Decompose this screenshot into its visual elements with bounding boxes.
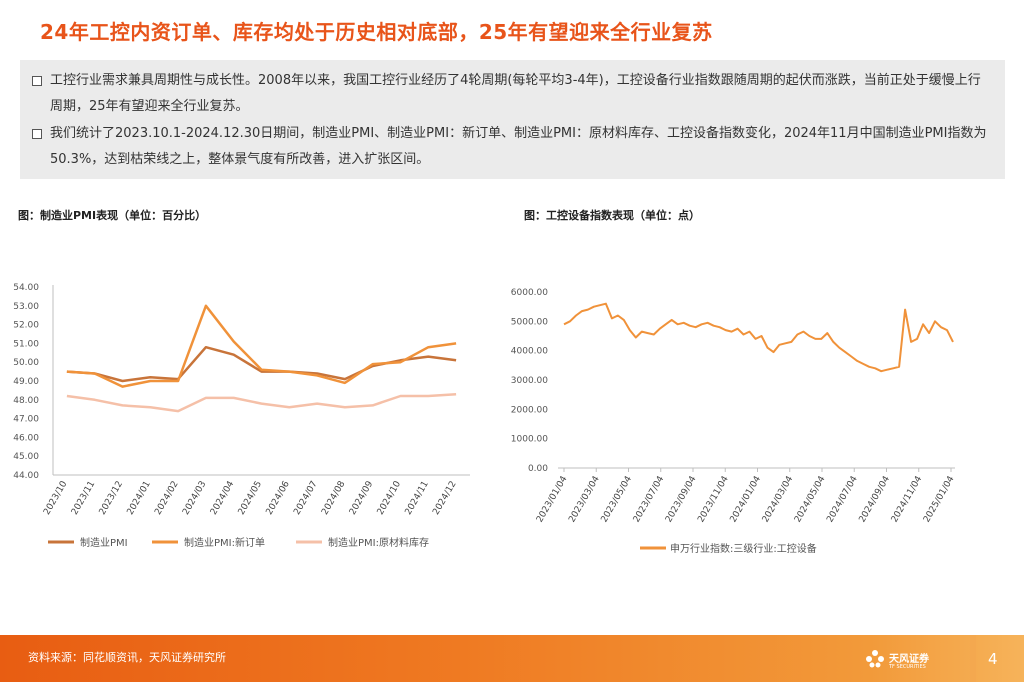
series-line xyxy=(66,345,457,383)
x-tick-label: 2024/03/04 xyxy=(761,474,796,524)
x-tick-label: 2024/04 xyxy=(209,479,236,517)
x-tick-label: 2024/07/04 xyxy=(825,474,860,524)
x-tick-label: 2024/05/04 xyxy=(793,474,828,524)
series-line xyxy=(66,392,457,413)
page-number: 4 xyxy=(988,650,998,668)
summary-bullet-2: 我们统计了2023.10.1-2024.12.30日期间，制造业PMI、制造业P… xyxy=(32,121,993,173)
checkbox-bullet-icon xyxy=(32,76,42,86)
y-tick-label: 45.00 xyxy=(13,452,39,462)
left-chart-title: 图：制造业PMI表现（单位：百分比） xyxy=(18,209,207,222)
x-tick-label: 2023/11/04 xyxy=(696,474,731,524)
bullet-text: 工控行业需求兼具周期性与成长性。2008年以来，我国工控行业经历了4轮周期(每轮… xyxy=(50,73,981,114)
x-tick-label: 2024/07 xyxy=(292,480,319,517)
x-tick-label: 2024/01 xyxy=(126,480,153,517)
x-tick-label: 2024/08 xyxy=(320,479,347,517)
bullet-text: 我们统计了2023.10.1-2024.12.30日期间，制造业PMI、制造业P… xyxy=(50,126,987,167)
x-tick-label: 2024/12 xyxy=(431,480,458,517)
y-tick-label: 48.00 xyxy=(13,396,39,406)
x-tick-label: 2024/03 xyxy=(181,480,208,517)
y-tick-label: 52.00 xyxy=(13,321,39,331)
y-tick-label: 53.00 xyxy=(13,302,39,312)
x-tick-label: 2023/01/04 xyxy=(535,474,570,524)
y-tick-label: 0.00 xyxy=(528,464,548,474)
y-tick-label: 47.00 xyxy=(13,415,39,425)
y-tick-label: 51.00 xyxy=(13,339,39,349)
y-tick-label: 4000.00 xyxy=(511,347,548,357)
legend-label: 制造业PMI:原材料库存 xyxy=(328,536,429,549)
series-line xyxy=(66,304,457,388)
y-tick-label: 49.00 xyxy=(13,377,39,387)
x-tick-label: 2024/10 xyxy=(376,479,403,517)
y-tick-label: 5000.00 xyxy=(511,317,548,327)
y-tick-label: 6000.00 xyxy=(511,288,548,298)
y-tick-label: 50.00 xyxy=(13,358,39,368)
y-tick-label: 44.00 xyxy=(13,471,39,481)
y-tick-label: 1000.00 xyxy=(511,435,548,445)
x-tick-label: 2023/10 xyxy=(42,479,69,517)
x-tick-label: 2023/12 xyxy=(98,480,125,517)
right-chart-title: 图：工控设备指数表现（单位：点） xyxy=(524,209,700,222)
x-tick-label: 2024/09/04 xyxy=(858,474,893,524)
logo-subtext: TF SECURITIES xyxy=(889,664,926,670)
x-tick-label: 2024/11/04 xyxy=(890,474,925,524)
x-tick-label: 2024/09 xyxy=(348,479,375,517)
summary-bullet-1: 工控行业需求兼具周期性与成长性。2008年以来，我国工控行业经历了4轮周期(每轮… xyxy=(32,68,993,120)
x-tick-label: 2024/01/04 xyxy=(729,474,764,524)
x-tick-label: 2023/03/04 xyxy=(567,474,602,524)
page-title: 24年工控内资订单、库存均处于历史相对底部，25年有望迎来全行业复苏 xyxy=(40,20,713,44)
x-tick-label: 2023/05/04 xyxy=(600,474,635,524)
x-tick-label: 2023/11 xyxy=(70,480,97,517)
footer-accent xyxy=(970,635,976,682)
series-line xyxy=(563,302,954,373)
x-tick-label: 2024/05 xyxy=(237,480,264,517)
legend-label: 制造业PMI xyxy=(80,536,128,549)
charts-canvas: 44.00 45.00 46.00 47.00 48.00 49.00 50.00 51.00… xyxy=(13,283,957,555)
x-tick-label: 2023/07/04 xyxy=(632,474,667,524)
y-tick-label: 54.00 xyxy=(13,283,39,293)
x-tick-label: 2023/09/04 xyxy=(664,474,699,524)
legend-label: 申万行业指数:三级行业:工控设备 xyxy=(670,542,817,555)
x-tick-label: 2024/06 xyxy=(265,479,292,517)
footer-bar xyxy=(0,635,1024,682)
logo-text: 天风证券 xyxy=(889,654,929,665)
legend-label: 制造业PMI:新订单 xyxy=(184,536,265,549)
source-note: 资料来源：同花顺资讯，天风证券研究所 xyxy=(28,651,226,664)
x-tick-label: 2024/11 xyxy=(404,480,431,517)
y-tick-label: 3000.00 xyxy=(511,376,548,386)
summary-box: 工控行业需求兼具周期性与成长性。2008年以来，我国工控行业经历了4轮周期(每轮… xyxy=(20,60,1005,179)
x-tick-label: 2025/01/04 xyxy=(922,474,957,524)
y-tick-label: 2000.00 xyxy=(511,405,548,415)
y-tick-label: 46.00 xyxy=(13,433,39,443)
x-tick-label: 2024/02 xyxy=(153,480,180,517)
tf-logo-icon xyxy=(866,650,884,668)
checkbox-bullet-icon xyxy=(32,129,42,139)
